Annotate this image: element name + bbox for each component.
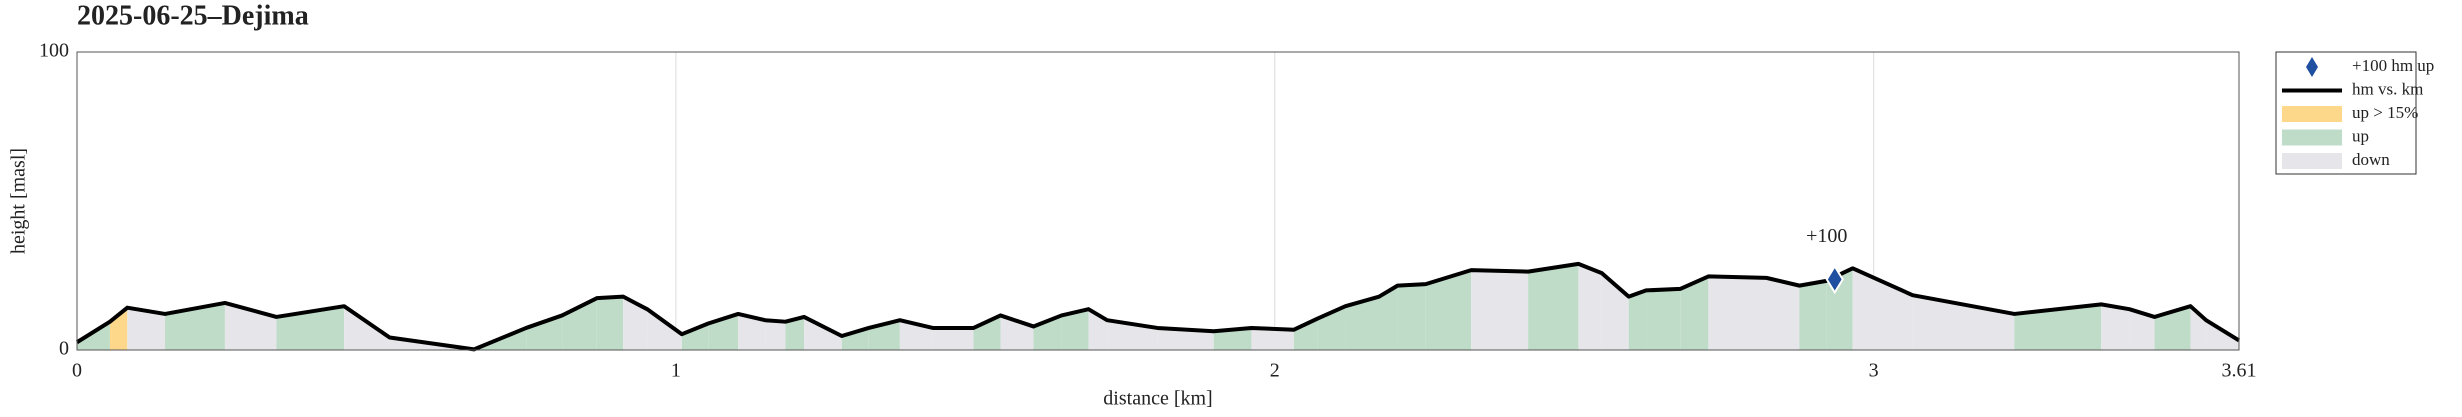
slope-band [623,296,648,350]
slope-band [1578,263,1602,350]
slope-band [1251,327,1294,350]
slope-band [1708,276,1767,350]
slope-band [932,327,974,350]
slope-band [738,313,766,350]
slope-band [344,306,390,350]
y-tick-label: 100 [39,40,69,62]
plot-frame [76,51,2240,351]
slope-band [1293,318,1318,350]
slope-band [276,306,345,350]
slope-band [1157,327,1214,350]
slope-band [1528,263,1579,350]
slope-band [1680,276,1709,350]
slope-band [804,316,842,350]
slope-band [1912,295,2015,350]
profile-line [75,261,2241,352]
legend-swatch [2282,106,2342,122]
x-tick-label: 0 [72,360,82,382]
legend-label: up [2352,126,2369,145]
y-axis-label: height [masl] [8,148,30,254]
legend-swatch [2282,153,2342,169]
slope-band [1425,270,1472,350]
legend-label: down [2352,150,2390,169]
slope-band [785,316,805,350]
y-tick-label: 0 [59,338,69,360]
slope-band [973,315,1001,350]
slope-band [841,327,869,350]
slope-band [1766,277,1800,350]
x-tick-label: 1 [671,360,681,382]
legend-label: up > 15% [2352,103,2418,122]
legend-label: +100 hm up [2352,56,2434,75]
slope-band [1628,290,1647,350]
marker-label: +100 [1806,225,1847,247]
slope-band [1646,288,1681,350]
legend-label: hm vs. km [2352,79,2423,98]
slope-band [765,320,786,350]
marker [1825,264,1844,295]
slope-band [1213,327,1252,350]
chart-title: 2025-06-25–Dejima [77,0,309,31]
slope-band [2014,304,2102,350]
x-tick-label: 3 [1869,360,1879,382]
slope-band [2206,320,2239,350]
slope-band [1471,270,1529,350]
slope-band [1799,280,1827,350]
legend-swatch [2282,129,2342,146]
slope-band [681,323,709,350]
slope-band [127,307,166,350]
slope-band [2129,309,2155,350]
slope-band [1345,296,1379,350]
slope-band [1378,285,1398,350]
slope-band [165,302,225,350]
x-axis-label: distance [km] [1103,388,1212,410]
x-tick-label: 2 [1270,360,1280,382]
x-tick-label: 3.61 [2222,360,2257,382]
slope-band [2101,304,2130,350]
slope-band [526,315,563,350]
legend-marker [2306,57,2318,77]
slope-band [1397,284,1426,350]
slope-band [2154,306,2191,350]
slope-band [647,309,682,350]
slope-band [596,296,624,350]
slope-band [1061,309,1089,350]
